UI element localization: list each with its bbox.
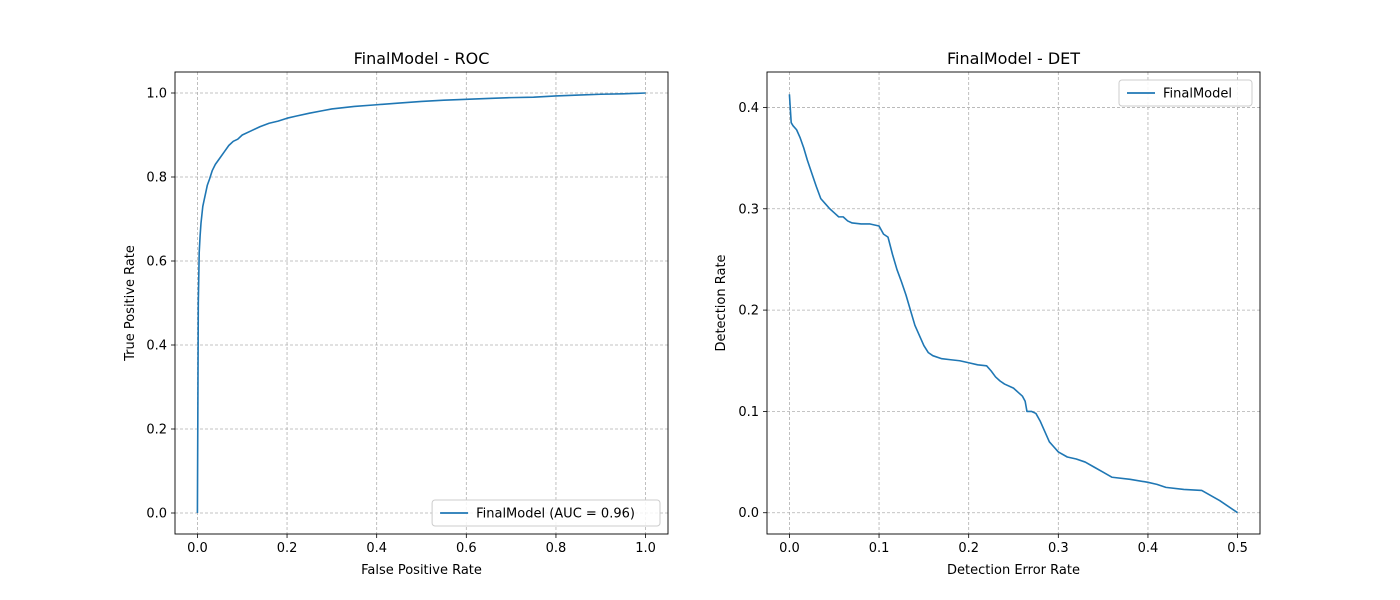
legend-label: FinalModel (AUC = 0.96)	[476, 507, 635, 522]
legend-box	[1118, 79, 1253, 107]
legend-box	[431, 499, 661, 527]
x-tick-label: 0.2	[958, 541, 979, 556]
roc-panel: 0.0 0.2 0.4 0.6 0.8 1.0 0.0 0.2 0.4 0.6 0.8 1.0 Fina…	[123, 49, 669, 578]
y-tick-label: 0.0	[146, 507, 167, 522]
chart-title: FinalModel - DET	[947, 49, 1080, 68]
y-axis-label: True Positive Rate	[123, 245, 138, 362]
x-tick-label: 0.3	[1048, 541, 1069, 556]
x-tick-label: 0.1	[869, 541, 890, 556]
chart-title: FinalModel - ROC	[354, 49, 490, 68]
x-tick-label: 0.2	[277, 541, 298, 556]
x-tick-label: 0.5	[1227, 541, 1248, 556]
axes-frame	[174, 71, 669, 535]
y-tick-label: 0.3	[738, 202, 759, 217]
y-axis-label: Detection Rate	[714, 254, 729, 351]
y-tick-label: 0.8	[146, 171, 167, 186]
series-line	[788, 94, 1239, 514]
x-tick-label: 0.0	[187, 541, 208, 556]
x-axis-label: Detection Error Rate	[947, 563, 1080, 578]
det-panel: 0.0 0.1 0.2 0.3 0.4 0.5 0.0 0.1 0.2 0.3 0.4 FinalMo…	[714, 49, 1261, 578]
x-axis-label: False Positive Rate	[361, 563, 482, 578]
legend-label: FinalModel	[1163, 87, 1232, 102]
x-tick-label: 0.0	[779, 541, 800, 556]
y-tick-label: 0.0	[738, 506, 759, 521]
y-tick-label: 0.4	[738, 101, 759, 116]
series-line	[196, 92, 646, 514]
y-tick-label: 0.1	[738, 405, 759, 420]
x-tick-label: 0.4	[366, 541, 387, 556]
y-tick-label: 0.4	[146, 339, 167, 354]
y-tick-label: 0.2	[146, 423, 167, 438]
x-tick-label: 0.4	[1138, 541, 1159, 556]
axes-frame	[766, 71, 1261, 535]
x-tick-label: 0.8	[546, 541, 567, 556]
y-tick-label: 0.2	[738, 304, 759, 319]
legend: FinalModel (AUC = 0.96)	[431, 499, 661, 527]
x-tick-label: 0.6	[456, 541, 477, 556]
y-tick-label: 0.6	[146, 255, 167, 270]
y-tick-label: 1.0	[146, 87, 167, 102]
legend: FinalModel	[1118, 79, 1253, 107]
x-tick-label: 1.0	[635, 541, 656, 556]
